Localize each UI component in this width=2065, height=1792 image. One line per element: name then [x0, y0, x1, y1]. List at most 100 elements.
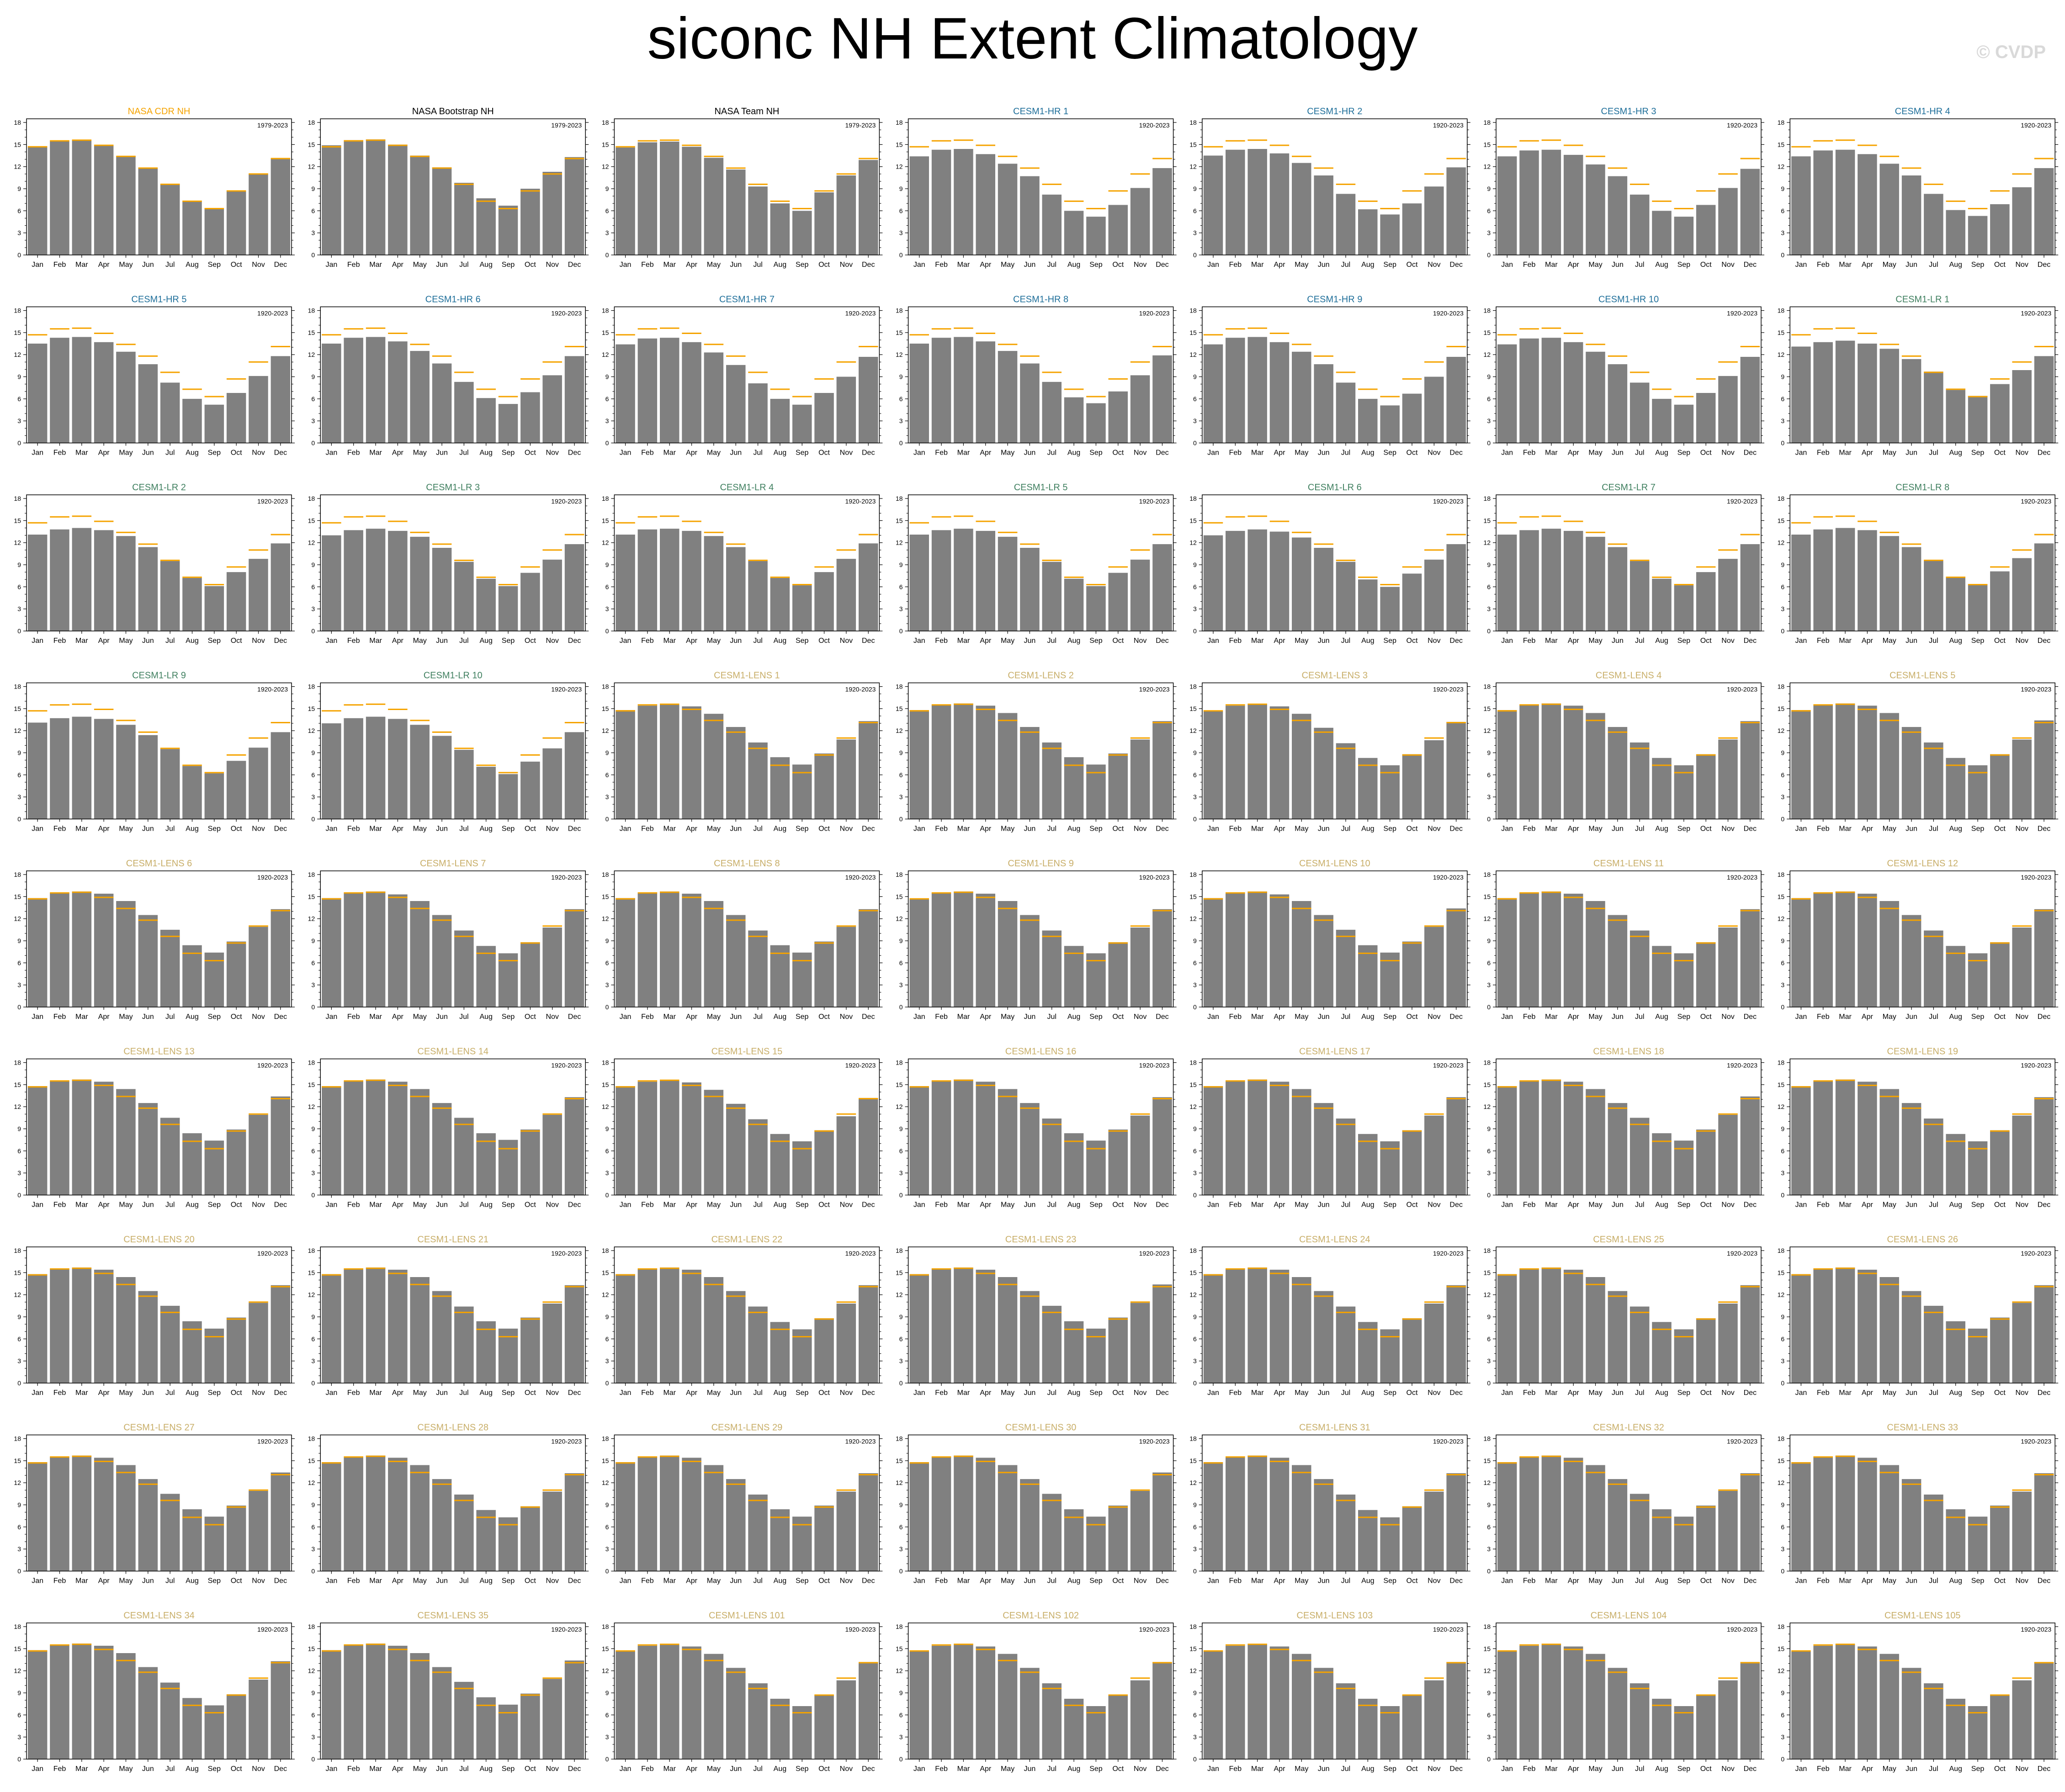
bar — [1247, 704, 1267, 819]
bar — [2034, 1285, 2054, 1383]
y-tick-label: 12 — [14, 1291, 21, 1299]
period-label: 1920-2023 — [1433, 122, 1464, 129]
y-tick-label: 3 — [311, 605, 315, 613]
plot-frame — [320, 118, 586, 255]
bar — [1541, 1079, 1561, 1195]
plot-frame — [1789, 118, 2055, 255]
x-tick-label: Jun — [730, 261, 742, 269]
bar — [2012, 739, 2032, 819]
bar — [1835, 1267, 1855, 1383]
bar — [1108, 753, 1128, 819]
x-tick-label: Sep — [1677, 1201, 1691, 1209]
x-tick-label: Apr — [392, 1013, 404, 1021]
x-tick-label: Jun — [730, 449, 742, 457]
bar — [836, 927, 856, 1007]
bar — [909, 899, 929, 1007]
bar — [1424, 376, 1444, 443]
plot-frame — [26, 682, 292, 820]
y-tick-label: 9 — [1487, 373, 1491, 381]
bar — [792, 1141, 812, 1195]
x-tick-label: Jun — [730, 1013, 742, 1021]
bar — [1879, 1089, 1899, 1195]
bar — [1901, 175, 1922, 255]
x-tick-label: Nov — [840, 637, 853, 645]
period-label: 1920-2023 — [845, 1062, 876, 1069]
x-tick-label: Nov — [1428, 449, 1440, 457]
x-tick-label: Feb — [347, 1013, 360, 1021]
panel-title: CESM1-HR 2 — [1307, 106, 1362, 117]
x-tick-label: May — [707, 261, 721, 269]
x-tick-label: Sep — [1089, 1201, 1103, 1209]
y-tick-label: 3 — [605, 793, 609, 801]
x-tick-label: Jun — [436, 1389, 448, 1397]
y-tick-label: 3 — [311, 1169, 315, 1177]
bar — [1358, 758, 1378, 819]
bar — [931, 1269, 951, 1383]
y-tick-label: 3 — [17, 981, 21, 989]
bar — [2012, 1303, 2032, 1383]
bar — [704, 352, 724, 443]
plot-frame — [320, 682, 586, 820]
y-tick-label: 0 — [1193, 251, 1197, 259]
bar — [1608, 915, 1628, 1007]
x-tick-label: Jul — [1635, 637, 1644, 645]
bar — [1336, 1306, 1356, 1383]
bar — [520, 761, 540, 819]
x-tick-label: Oct — [525, 1013, 536, 1021]
y-tick-label: 3 — [1193, 1357, 1197, 1365]
x-tick-label: Jun — [1024, 1201, 1036, 1209]
y-tick-label: 0 — [17, 1192, 21, 1199]
x-tick-label: Oct — [1407, 1013, 1418, 1021]
y-tick-label: 12 — [1483, 1103, 1491, 1110]
x-tick-label: Jun — [730, 1201, 742, 1209]
x-tick-label: Jan — [1501, 261, 1513, 269]
bar — [1791, 156, 1811, 255]
x-tick-label: Aug — [1655, 825, 1668, 833]
x-tick-label: Jan — [913, 1201, 925, 1209]
bar — [954, 337, 973, 443]
bar — [836, 1116, 856, 1195]
x-tick-label: Apr — [1274, 261, 1286, 269]
x-tick-label: Jul — [753, 261, 762, 269]
y-tick-label: 0 — [1781, 440, 1784, 447]
bar — [1380, 765, 1400, 819]
x-tick-label: Jul — [753, 825, 762, 833]
y-tick-label: 18 — [308, 307, 315, 314]
x-tick-label: Nov — [1134, 1389, 1147, 1397]
bar — [998, 1089, 1018, 1195]
bar — [1424, 559, 1444, 631]
bar — [1336, 562, 1356, 631]
bar — [1130, 1303, 1150, 1383]
x-tick-label: May — [707, 1013, 721, 1021]
y-tick-label: 15 — [308, 893, 315, 900]
period-label: 1920-2023 — [1139, 310, 1170, 317]
bar — [1358, 1134, 1378, 1195]
x-tick-label: Jun — [142, 261, 154, 269]
x-tick-label: Mar — [75, 1013, 88, 1021]
panel-title: CESM1-HR 9 — [1307, 295, 1362, 305]
x-tick-label: Aug — [1949, 1013, 1962, 1021]
x-tick-label: Nov — [252, 637, 265, 645]
bar — [27, 1086, 48, 1195]
x-tick-label: Mar — [75, 1201, 88, 1209]
bar — [1402, 754, 1422, 819]
bar — [226, 1129, 246, 1195]
bar — [1130, 188, 1150, 255]
x-tick-label: Feb — [1229, 261, 1242, 269]
y-tick-label: 9 — [17, 373, 21, 381]
y-tick-label: 3 — [17, 605, 21, 613]
y-tick-label: 0 — [1193, 1003, 1197, 1011]
bar — [1674, 1329, 1694, 1383]
bar — [1718, 188, 1738, 255]
bar — [564, 909, 584, 1007]
x-tick-label: Apr — [980, 261, 992, 269]
y-tick-label: 3 — [1487, 417, 1491, 424]
y-tick-label: 6 — [1193, 1147, 1197, 1155]
x-tick-label: Jun — [1612, 637, 1624, 645]
bar — [859, 721, 878, 819]
x-tick-label: Jan — [325, 637, 337, 645]
